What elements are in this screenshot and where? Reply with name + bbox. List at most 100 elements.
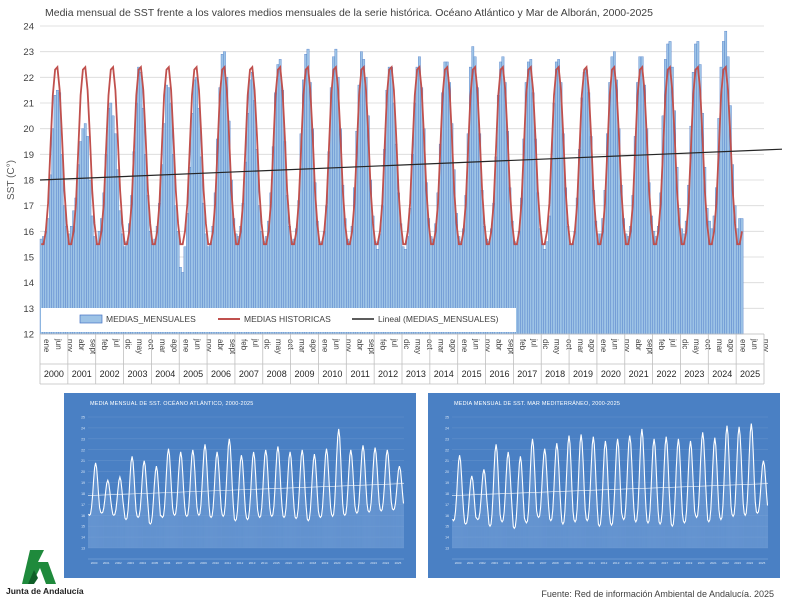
sst-bar bbox=[531, 92, 535, 335]
sst-bar bbox=[134, 102, 138, 335]
panel-bar bbox=[737, 435, 739, 548]
panel-bar bbox=[759, 493, 761, 548]
panel-bar bbox=[319, 517, 321, 548]
panel-bar bbox=[265, 449, 267, 548]
panel-bar bbox=[561, 521, 563, 548]
panel-bar bbox=[469, 491, 471, 548]
y-tick-label: 17 bbox=[23, 201, 34, 212]
panel-bar bbox=[395, 493, 397, 548]
panel-bar bbox=[128, 495, 130, 548]
sst-bar bbox=[107, 107, 110, 335]
panel-bar bbox=[540, 507, 542, 548]
panel-bar bbox=[714, 437, 716, 548]
panel-bar bbox=[216, 451, 218, 548]
panel-bar bbox=[119, 477, 121, 548]
panel-y-tick: 16 bbox=[81, 514, 85, 518]
panel-bar bbox=[579, 442, 581, 548]
panel-bar bbox=[693, 491, 694, 548]
panel-bar bbox=[135, 510, 137, 548]
sst-bar bbox=[640, 56, 644, 335]
panel-bar bbox=[272, 514, 274, 548]
panel-bar bbox=[658, 521, 660, 548]
legend: MEDIAS_MENSUALES MEDIAS HISTORICAS Lineal … bbox=[41, 308, 516, 332]
panel-bar bbox=[589, 488, 591, 548]
panel-bar bbox=[244, 511, 246, 548]
sst-bar bbox=[137, 66, 140, 335]
panel-year-label: 2021 bbox=[710, 561, 717, 565]
panel-bar bbox=[141, 479, 143, 548]
panel-bar bbox=[393, 508, 395, 548]
panel-bar bbox=[555, 450, 557, 548]
panel-bar bbox=[666, 444, 668, 548]
panel-bar bbox=[465, 523, 467, 548]
panel-bar bbox=[559, 491, 561, 548]
y-tick-label: 13 bbox=[23, 304, 34, 315]
y-tick-label: 14 bbox=[23, 278, 34, 289]
sst-bar bbox=[654, 236, 658, 335]
panel-bar bbox=[168, 448, 169, 548]
panel-bar bbox=[149, 523, 151, 548]
panel-bar bbox=[198, 515, 200, 548]
panel-bar bbox=[655, 466, 657, 548]
panel-bar bbox=[610, 523, 611, 548]
panel-bar bbox=[192, 449, 194, 548]
panel-year-label: 2020 bbox=[698, 561, 705, 565]
panel-bar bbox=[516, 501, 518, 548]
panel-bar bbox=[122, 500, 124, 548]
x-month-label: mar bbox=[715, 339, 724, 353]
panel-bar bbox=[553, 491, 555, 548]
trend-line bbox=[39, 148, 783, 181]
panel-bar bbox=[662, 490, 664, 548]
panel-bar bbox=[498, 495, 500, 548]
panel-bar bbox=[577, 488, 579, 548]
panel-bar bbox=[360, 467, 362, 548]
panel-bar bbox=[566, 464, 568, 548]
panel-bar bbox=[219, 492, 221, 548]
sst-bar bbox=[144, 154, 147, 335]
panel-bar bbox=[494, 451, 496, 548]
panel-bar bbox=[711, 489, 713, 548]
panel-bar bbox=[385, 455, 387, 548]
panel-bar bbox=[755, 511, 757, 548]
panel-year-label: 2000 bbox=[91, 561, 98, 565]
panel-bar bbox=[206, 467, 208, 548]
panel-y-tick: 19 bbox=[81, 481, 85, 485]
sst-bar bbox=[517, 231, 521, 335]
panel-year-label: 2025 bbox=[395, 561, 402, 565]
sst-bar bbox=[332, 56, 335, 335]
sst-bar bbox=[443, 61, 447, 335]
panel-bar bbox=[489, 526, 491, 548]
panel-bar bbox=[348, 471, 350, 548]
panel-bar bbox=[622, 517, 624, 548]
x-month-label: sept bbox=[89, 339, 98, 355]
panel-bar bbox=[668, 490, 670, 548]
panel-y-tick: 14 bbox=[445, 536, 449, 540]
panel-bar bbox=[612, 523, 613, 548]
panel-bar bbox=[286, 492, 288, 548]
panel-bar bbox=[595, 488, 597, 548]
panel-bar bbox=[333, 514, 335, 548]
panel-bar bbox=[538, 517, 540, 548]
panel-bar bbox=[305, 508, 307, 548]
panel-bar bbox=[288, 457, 290, 548]
sst-bar bbox=[172, 154, 175, 335]
panel-bar bbox=[749, 432, 751, 548]
panel-bar bbox=[696, 517, 698, 548]
sst-bar bbox=[281, 89, 284, 335]
year-label: 2003 bbox=[127, 369, 147, 379]
panel-year-label: 2017 bbox=[297, 561, 304, 565]
panel-bar bbox=[227, 446, 229, 548]
panel-bar bbox=[544, 448, 546, 548]
sst-bar bbox=[543, 249, 547, 335]
panel-bar bbox=[391, 508, 393, 548]
sst-bar bbox=[501, 56, 505, 335]
junta-andalucia-logo bbox=[22, 550, 56, 584]
panel-bar bbox=[627, 463, 629, 548]
panel-bar bbox=[371, 487, 373, 548]
panel-bar bbox=[229, 446, 231, 548]
panel-year-label: 2023 bbox=[370, 561, 377, 565]
x-month-label: may bbox=[413, 339, 422, 354]
panel-bar bbox=[569, 443, 571, 548]
panel-bar bbox=[99, 507, 101, 548]
